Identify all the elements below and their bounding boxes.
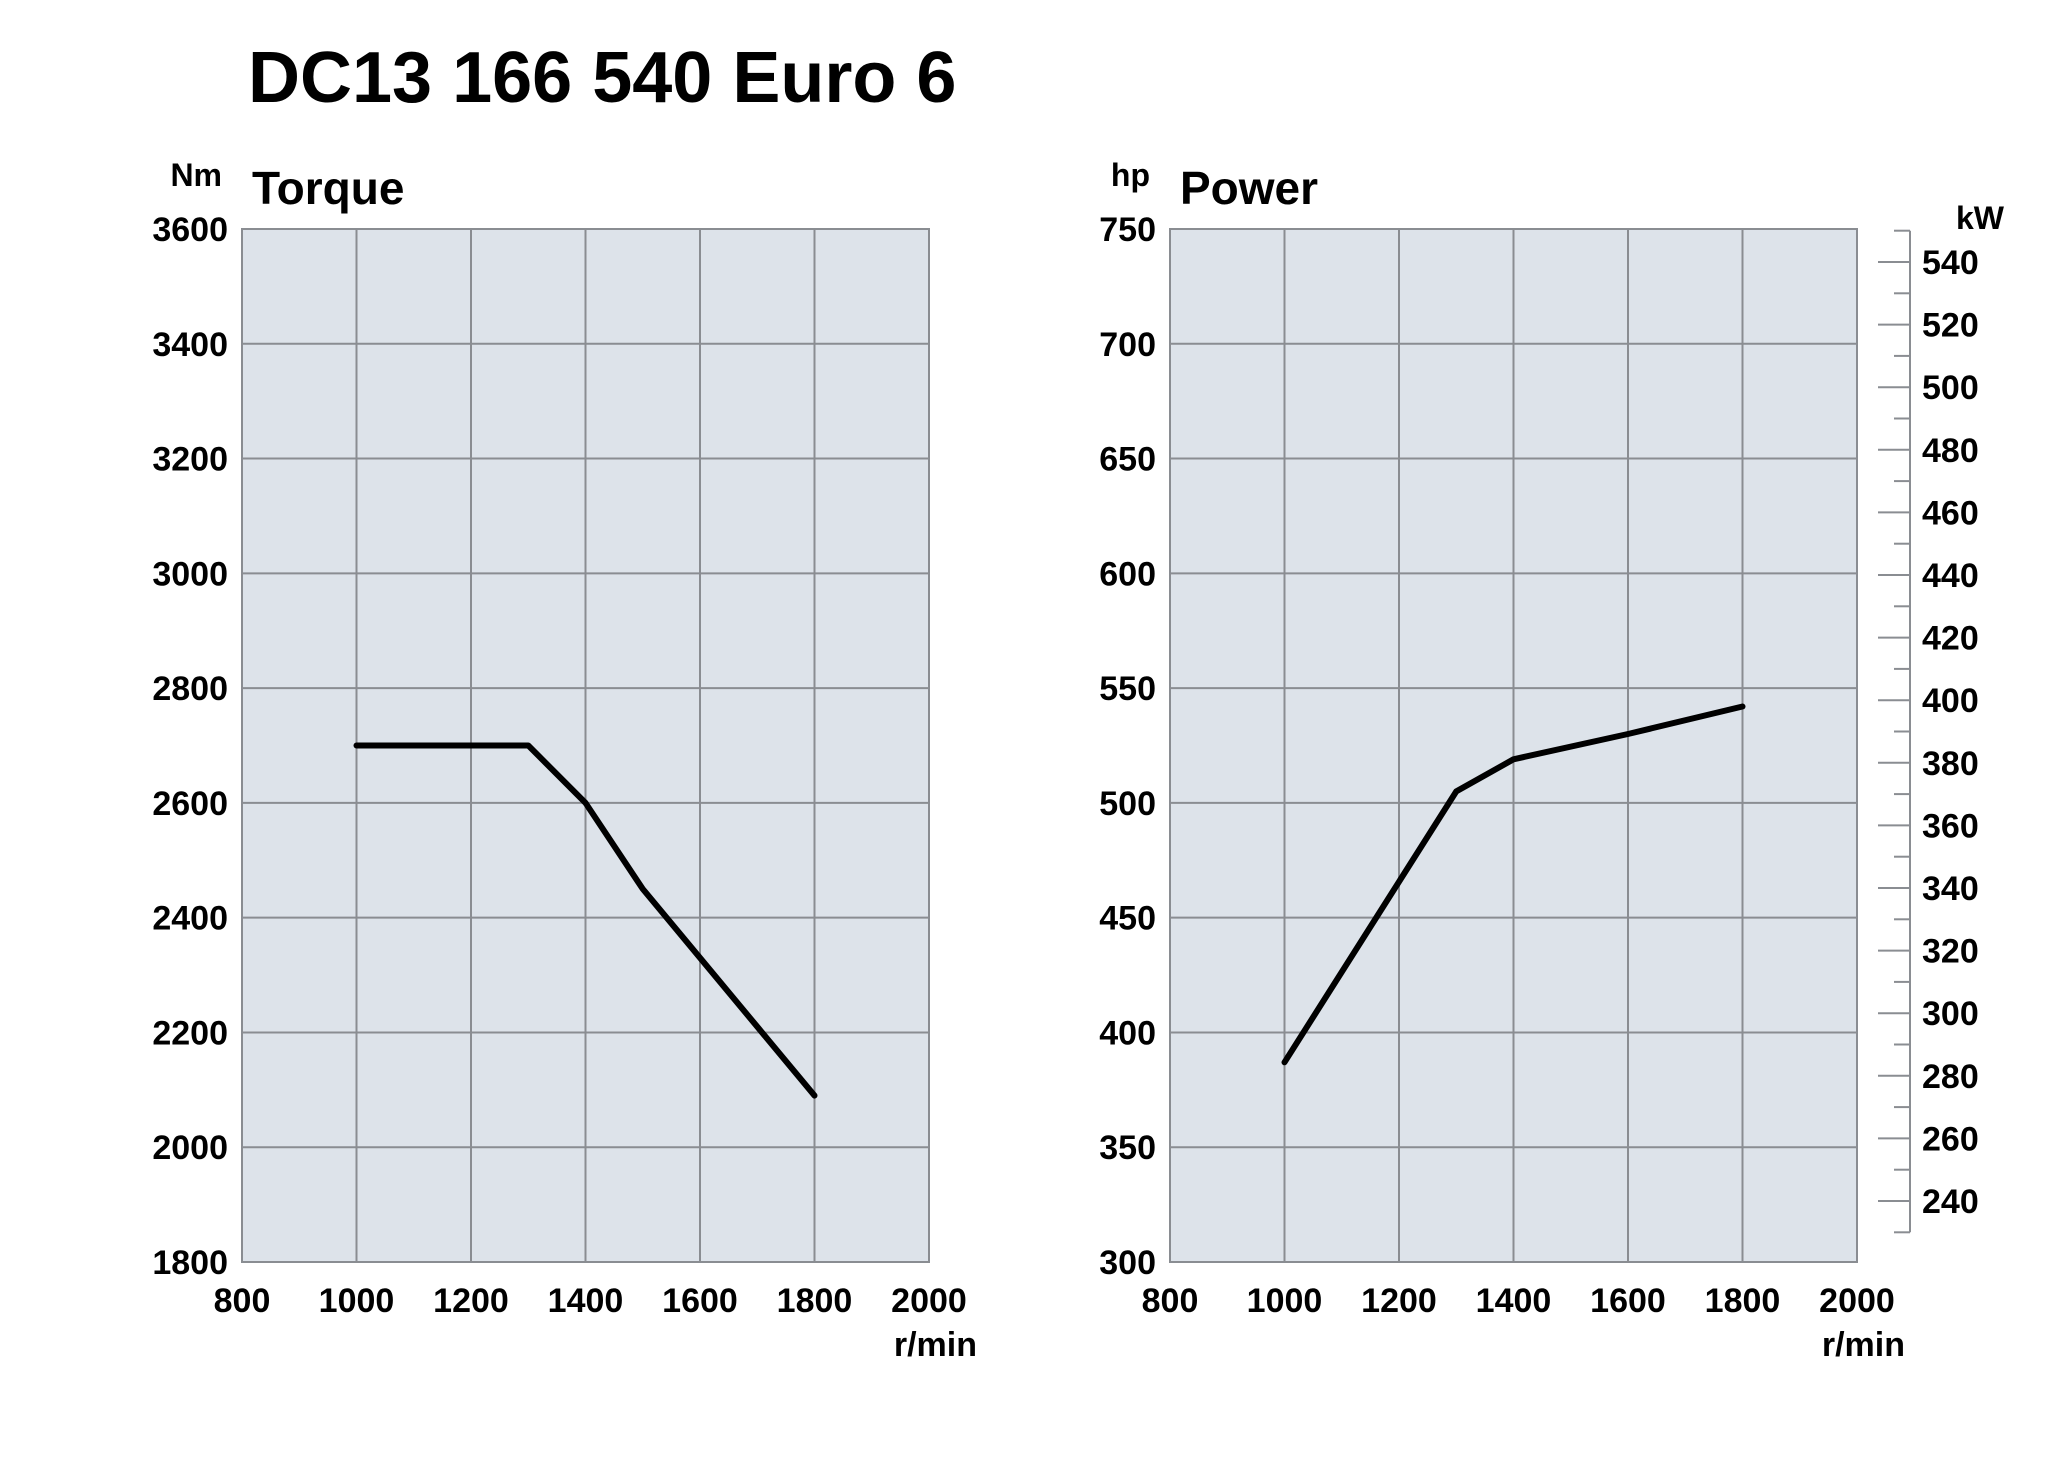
kw-tick-label: 380 xyxy=(1922,745,1979,783)
torque-x-tick-label: 1200 xyxy=(433,1282,509,1320)
power-y-tick-label: 350 xyxy=(1099,1129,1156,1167)
torque-x-tick-label: 2000 xyxy=(891,1282,967,1320)
torque-y-axis-label: Nm xyxy=(170,157,222,193)
power-x-tick-label: 1000 xyxy=(1247,1282,1323,1320)
torque-y-tick-label: 3600 xyxy=(152,211,228,249)
torque-x-tick-label: 800 xyxy=(214,1282,271,1320)
kw-tick-label: 420 xyxy=(1922,620,1979,658)
torque-x-tick-label: 1600 xyxy=(662,1282,738,1320)
torque-y-tick-label: 3000 xyxy=(152,555,228,593)
kw-tick-label: 260 xyxy=(1922,1120,1979,1158)
power-x-tick-label: 1600 xyxy=(1590,1282,1666,1320)
power-y-tick-label: 400 xyxy=(1099,1014,1156,1052)
torque-y-tick-label: 3200 xyxy=(152,441,228,479)
kw-tick-label: 460 xyxy=(1922,494,1979,532)
torque-y-tick-label: 2600 xyxy=(152,785,228,823)
kw-tick-label: 500 xyxy=(1922,369,1979,407)
power-x-tick-label: 2000 xyxy=(1819,1282,1895,1320)
kw-tick-label: 360 xyxy=(1922,807,1979,845)
kw-tick-label: 240 xyxy=(1922,1183,1979,1221)
kw-tick-label: 340 xyxy=(1922,870,1979,908)
power-y-tick-label: 550 xyxy=(1099,670,1156,708)
power-y-tick-label: 300 xyxy=(1099,1244,1156,1282)
power-x-tick-label: 800 xyxy=(1142,1282,1199,1320)
power-y-tick-label: 700 xyxy=(1099,326,1156,364)
kw-tick-label: 400 xyxy=(1922,682,1979,720)
chart-title: DC13 166 540 Euro 6 xyxy=(248,38,957,118)
power-x-axis-label: r/min xyxy=(1822,1326,1905,1364)
power-y-tick-label: 600 xyxy=(1099,555,1156,593)
kw-tick-label: 540 xyxy=(1922,244,1979,282)
kw-tick-label: 320 xyxy=(1922,933,1979,971)
power-x-tick-label: 1800 xyxy=(1705,1282,1781,1320)
torque-x-axis-label: r/min xyxy=(894,1326,977,1364)
kw-tick-label: 280 xyxy=(1922,1058,1979,1096)
power-x-tick-label: 1200 xyxy=(1361,1282,1437,1320)
torque-y-tick-label: 3400 xyxy=(152,326,228,364)
power-panel-title: Power xyxy=(1180,162,1318,214)
power-y-tick-label: 450 xyxy=(1099,900,1156,938)
kw-axis-label: kW xyxy=(1956,200,2005,236)
torque-x-tick-label: 1800 xyxy=(777,1282,853,1320)
torque-x-tick-label: 1000 xyxy=(319,1282,395,1320)
kw-tick-label: 300 xyxy=(1922,995,1979,1033)
torque-panel-title: Torque xyxy=(252,162,404,214)
power-y-tick-label: 650 xyxy=(1099,441,1156,479)
torque-y-tick-label: 2400 xyxy=(152,900,228,938)
kw-tick-label: 480 xyxy=(1922,432,1979,470)
power-x-tick-label: 1400 xyxy=(1476,1282,1552,1320)
torque-y-tick-label: 2000 xyxy=(152,1129,228,1167)
torque-y-tick-label: 2800 xyxy=(152,670,228,708)
kw-tick-label: 520 xyxy=(1922,307,1979,345)
power-y-tick-label: 750 xyxy=(1099,211,1156,249)
torque-curve xyxy=(353,742,818,1099)
torque-y-tick-label: 2200 xyxy=(152,1014,228,1052)
power-curve xyxy=(1281,703,1746,1066)
torque-y-tick-label: 1800 xyxy=(152,1244,228,1282)
torque-x-tick-label: 1400 xyxy=(548,1282,624,1320)
power-y-tick-label: 500 xyxy=(1099,785,1156,823)
kw-tick-label: 440 xyxy=(1922,557,1979,595)
power-y-axis-label: hp xyxy=(1111,157,1150,193)
